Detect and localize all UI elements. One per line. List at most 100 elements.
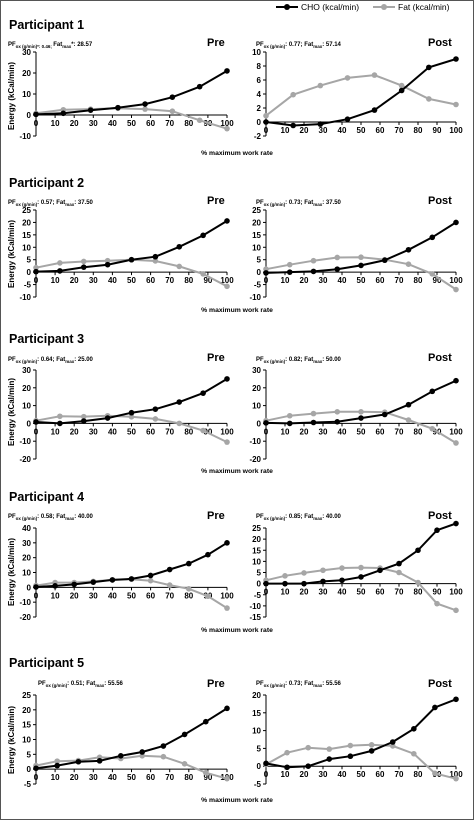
cho-series-line (35, 70, 228, 116)
cho-point (389, 739, 396, 745)
x-tick-label: 20 (70, 276, 79, 285)
legend-fat: Fat (kcal/min) (373, 2, 449, 12)
participant-4-title: Participant 4 (9, 490, 85, 504)
p2-post-pf: PFox (g/min): 0.73; Fatmax: 37.50 (256, 200, 341, 208)
p3-pre-pf: PFox (g/min): 0.64; Fatmax: 25.00 (8, 357, 93, 365)
cho-point (52, 583, 58, 589)
fat-point (305, 744, 311, 751)
y-tick-label: 30 (22, 366, 31, 375)
p5-x-axis-title: % maximum work rate (201, 797, 273, 804)
x-tick-label: 50 (357, 276, 366, 285)
cho-point (282, 580, 288, 587)
cho-point (432, 704, 438, 711)
fat-point (284, 749, 290, 756)
fat-point (57, 260, 63, 266)
cho-point (176, 399, 183, 405)
y-tick-label: 10 (22, 569, 31, 578)
cho-point (147, 572, 154, 579)
cho-point (263, 580, 269, 587)
x-tick-label: 80 (414, 588, 423, 597)
fat-point (169, 108, 176, 115)
legend-cho: CHO (kcal/min) (276, 2, 359, 12)
fat-series-line (35, 107, 228, 130)
x-tick-label: 30 (89, 773, 98, 782)
cho-point (224, 218, 230, 224)
y-tick-label: 15 (252, 709, 261, 718)
x-tick-label: 50 (357, 770, 366, 779)
x-tick-label: 80 (184, 119, 193, 128)
y-tick-label: 2 (257, 104, 262, 113)
p4-post-label: Post (428, 510, 452, 522)
cho-point (224, 376, 230, 382)
cho-point (263, 119, 269, 125)
cho-point (334, 266, 341, 272)
x-tick-label: 0 (34, 276, 39, 285)
fat-point (286, 261, 293, 268)
cho-point (202, 718, 209, 725)
cho-point (169, 94, 176, 100)
x-tick-label: 80 (414, 770, 423, 779)
x-tick-label: 10 (51, 427, 60, 436)
cho-point (118, 753, 124, 759)
x-tick-label: 60 (146, 276, 155, 285)
fat-point (426, 96, 432, 102)
legend-cho-marker (276, 4, 298, 10)
y-tick-label: 10 (252, 727, 261, 736)
fat-point (301, 570, 307, 576)
y-tick-label: 10 (252, 402, 261, 411)
y-tick-label: -10 (19, 598, 31, 607)
fat-point (224, 439, 230, 445)
cho-point (339, 577, 345, 584)
x-tick-label: 50 (127, 591, 136, 600)
cho-point (434, 527, 440, 534)
cho-point (60, 110, 67, 117)
fat-point (147, 577, 154, 584)
fat-point (415, 579, 421, 586)
legend-fat-label: Fat (kcal/min) (398, 2, 450, 12)
cho-point (87, 107, 94, 113)
cho-point (104, 261, 111, 268)
cho-point (152, 253, 159, 260)
y-tick-label: 10 (22, 736, 31, 745)
y-tick-label: -10 (19, 132, 31, 141)
y-tick-label: -10 (249, 437, 261, 446)
cho-point (176, 243, 183, 250)
fat-point (317, 82, 324, 89)
participant-3-title: Participant 3 (9, 332, 85, 346)
x-tick-label: 70 (395, 770, 404, 779)
x-tick-label: 70 (395, 588, 404, 597)
y-tick-label: 4 (257, 90, 262, 99)
x-tick-label: 20 (300, 770, 309, 779)
cho-point (396, 560, 402, 567)
fat-series-line (35, 754, 228, 780)
x-tick-label: 70 (395, 427, 404, 436)
p3-x-axis-title: % maximum work rate (201, 468, 273, 475)
participant-5-title: Participant 5 (9, 656, 85, 670)
legend-cho-label: CHO (kcal/min) (301, 2, 360, 12)
y-tick-label: 0 (257, 762, 262, 771)
y-tick-label: 5 (257, 256, 262, 265)
p2-pre-label: Pre (207, 195, 225, 207)
cho-point (263, 420, 269, 426)
x-tick-label: 10 (51, 773, 60, 782)
x-tick-label: 60 (376, 126, 385, 135)
y-tick-label: 15 (22, 231, 31, 240)
y-tick-label: 10 (252, 557, 261, 566)
x-tick-label: 30 (89, 427, 98, 436)
y-tick-label: 0 (27, 765, 32, 774)
cho-point (358, 415, 364, 421)
cho-point (186, 560, 192, 567)
fat-point (326, 746, 333, 752)
cho-point (200, 390, 206, 396)
x-tick-label: 0 (264, 770, 269, 779)
x-tick-label: 0 (34, 591, 39, 600)
cho-point (371, 107, 378, 113)
fat-point (160, 753, 167, 760)
y-tick-label: -20 (19, 613, 31, 622)
y-tick-label: -5 (254, 780, 262, 789)
fat-point (347, 742, 354, 749)
cho-point (377, 567, 383, 574)
fat-point (33, 264, 39, 271)
p3-post-label: Post (428, 352, 452, 364)
